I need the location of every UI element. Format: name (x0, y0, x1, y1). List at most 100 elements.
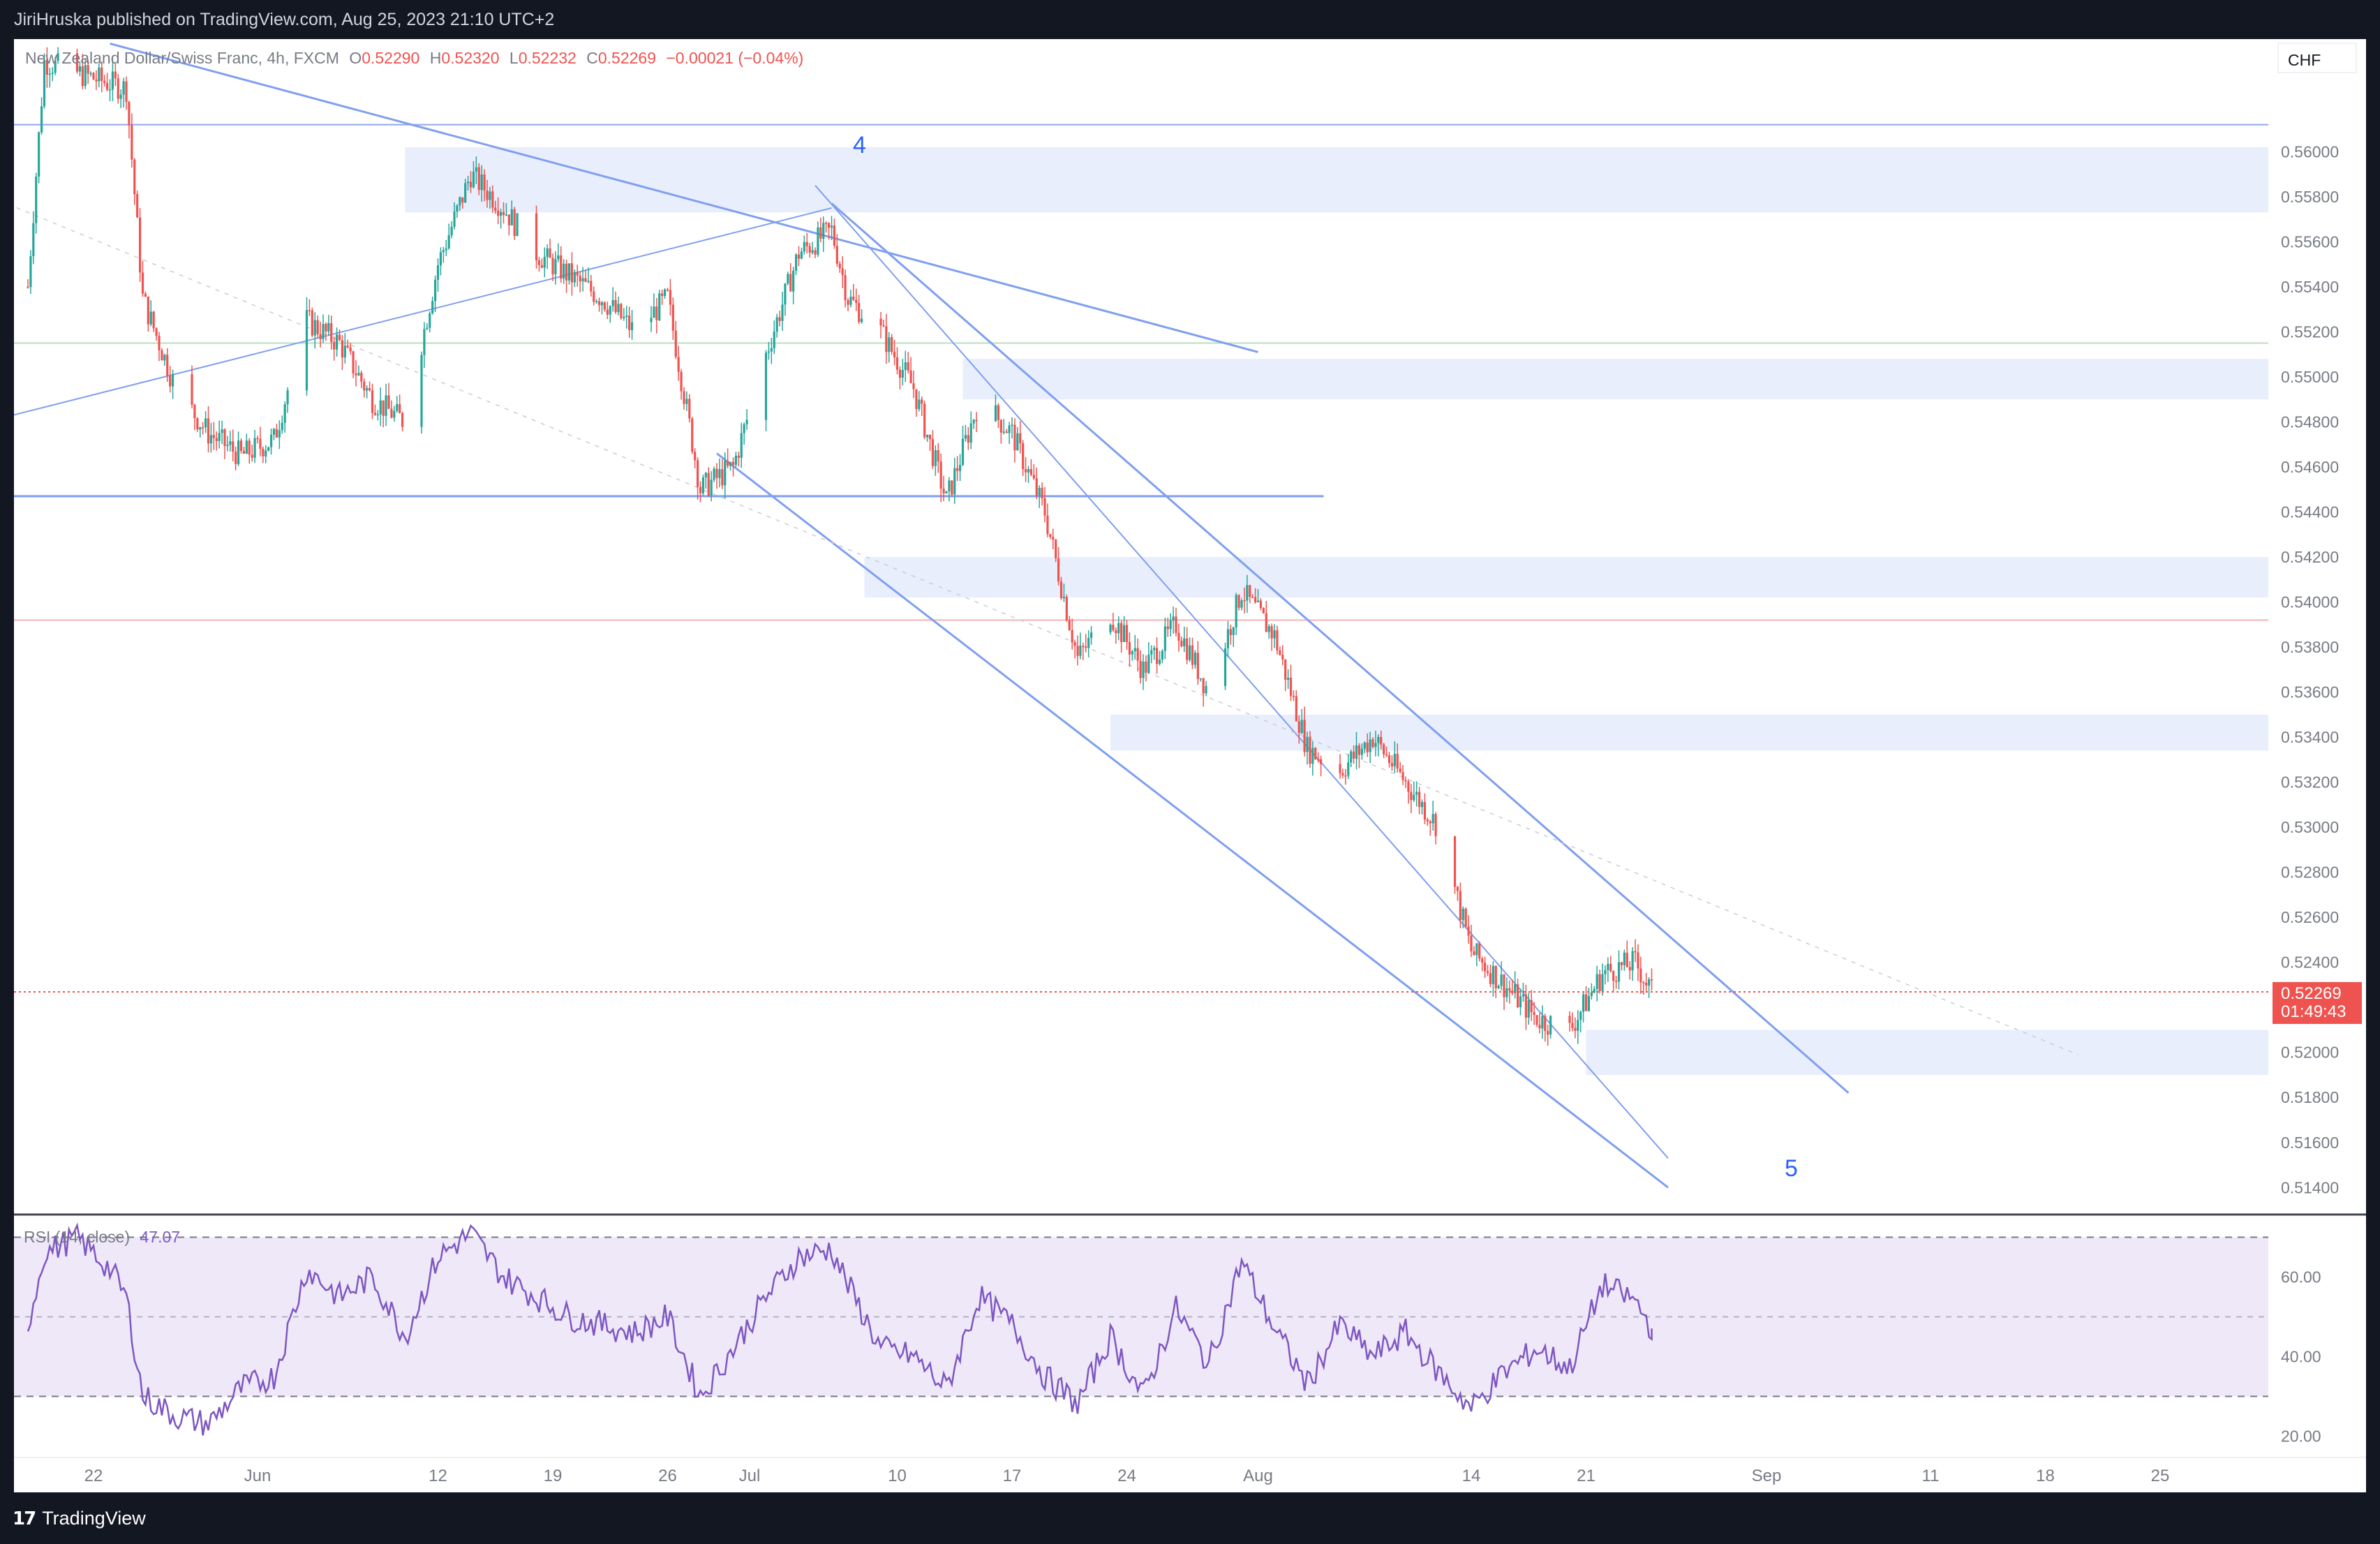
candle-body (658, 293, 661, 320)
candle-body (43, 59, 46, 107)
candle-body (1535, 1015, 1538, 1025)
candle-body (1404, 780, 1407, 782)
candle-body (1240, 600, 1243, 608)
candle-body (1355, 745, 1358, 759)
x-tick-label: Aug (1243, 1467, 1273, 1485)
candle-body (1339, 764, 1341, 773)
y-tick-label: 0.53400 (2281, 728, 2339, 746)
candle-body (677, 357, 680, 372)
candle-body (775, 317, 778, 332)
candle-body (685, 399, 688, 404)
candle-body (1344, 775, 1347, 777)
candle-body (426, 327, 429, 329)
candle-body (379, 400, 382, 415)
candle-body (1270, 626, 1273, 639)
candle-body (1115, 630, 1117, 634)
candle-body (1259, 600, 1263, 609)
currency-box[interactable] (2277, 43, 2357, 73)
candle-body (590, 281, 593, 292)
candle-body (81, 66, 84, 87)
candle-body (166, 355, 169, 376)
candle-body (491, 191, 494, 208)
candle-body (1002, 431, 1005, 433)
candle-body (1055, 540, 1057, 558)
svg-text:RSI (14, close) 47.07: RSI (14, close) 47.07 (24, 1228, 180, 1246)
candle-body (1614, 981, 1618, 982)
candle-body (674, 330, 677, 357)
candle-body (1251, 596, 1254, 598)
candle-body (1289, 677, 1293, 696)
candle-body (956, 468, 959, 471)
candle-body (1464, 908, 1467, 927)
candle-body (1076, 646, 1079, 656)
candle-body (852, 296, 855, 300)
candle-body (1139, 660, 1142, 678)
candle-body (1453, 836, 1457, 887)
candle-body (366, 388, 369, 391)
candle-body (1085, 646, 1087, 648)
candle-body (1295, 696, 1297, 722)
candle-body (1377, 736, 1380, 743)
candle-body (778, 317, 781, 321)
candle-body (614, 299, 617, 313)
candle-body (1128, 641, 1131, 655)
candle-body (1429, 821, 1431, 824)
trendline (110, 43, 1258, 353)
candle-body (1193, 653, 1197, 665)
candle-body (259, 438, 262, 449)
candle-body (860, 318, 863, 322)
candle-body (701, 477, 705, 493)
y-tick-label: 0.55400 (2281, 278, 2339, 296)
candle-body (819, 227, 822, 239)
candle-body (1262, 608, 1265, 614)
candle-body (727, 461, 729, 466)
candle-body (461, 197, 464, 203)
y-tick-label: 0.53000 (2281, 818, 2339, 836)
chart-svg[interactable]: 4 5 New Zealand Dollar/Swiss Franc, 4h, … (0, 39, 2366, 1492)
rsi-tick-label: 40.00 (2281, 1348, 2321, 1366)
candle-body (1309, 736, 1311, 764)
candle-body (1196, 653, 1199, 679)
candle-body (1511, 990, 1514, 993)
candle-body (1607, 963, 1609, 970)
candle-body (450, 226, 453, 236)
candle-body (45, 59, 49, 75)
time-axis[interactable]: 22 Jun 12 19 26 Jul 10 17 24 Aug 14 21 Sep 11 18 25 (84, 1467, 2170, 1485)
x-tick-label: 22 (84, 1467, 103, 1485)
close-value: 0.52269 (598, 49, 656, 67)
candle-body (1598, 974, 1601, 991)
candle-body (737, 455, 740, 458)
candle-body (1062, 596, 1066, 598)
candle-body (1246, 585, 1249, 601)
candle-body (1297, 721, 1300, 734)
candle-body (781, 304, 784, 321)
candle-body (1459, 891, 1462, 921)
candle-body (784, 283, 787, 305)
y-tick-label: 0.55000 (2281, 368, 2339, 386)
candle-body (573, 272, 576, 283)
candle-body (265, 450, 267, 456)
candle-body (95, 79, 98, 82)
candle-body (1082, 646, 1085, 647)
candle-body (486, 191, 489, 200)
candle-body (338, 334, 341, 341)
candle-body (248, 440, 251, 455)
candle-body (967, 435, 969, 443)
candle-body (1254, 597, 1257, 602)
candle-body (1016, 433, 1019, 451)
candle-body (1243, 600, 1246, 602)
price-axis[interactable]: CHF 0.560000.558000.556000.554000.552000… (2268, 39, 2366, 1215)
rsi-pane[interactable]: RSI (14, close) 47.07 60.00 40.00 20.00 (14, 1222, 2321, 1446)
candle-body (1399, 769, 1401, 773)
candle-body (918, 399, 921, 409)
candle-body (1579, 1011, 1582, 1020)
y-tick-label: 0.54000 (2281, 593, 2339, 611)
candle-body (921, 399, 923, 404)
open-label: O (349, 49, 362, 67)
candle-body (371, 390, 374, 413)
candle-body (1609, 963, 1612, 972)
chart-area[interactable]: 4 5 New Zealand Dollar/Swiss Franc, 4h, … (0, 39, 2366, 1492)
price-pane[interactable]: 4 5 (0, 39, 2268, 1215)
tradingview-brand[interactable]: 17 TradingView (13, 1508, 146, 1529)
candle-body (1022, 443, 1025, 470)
